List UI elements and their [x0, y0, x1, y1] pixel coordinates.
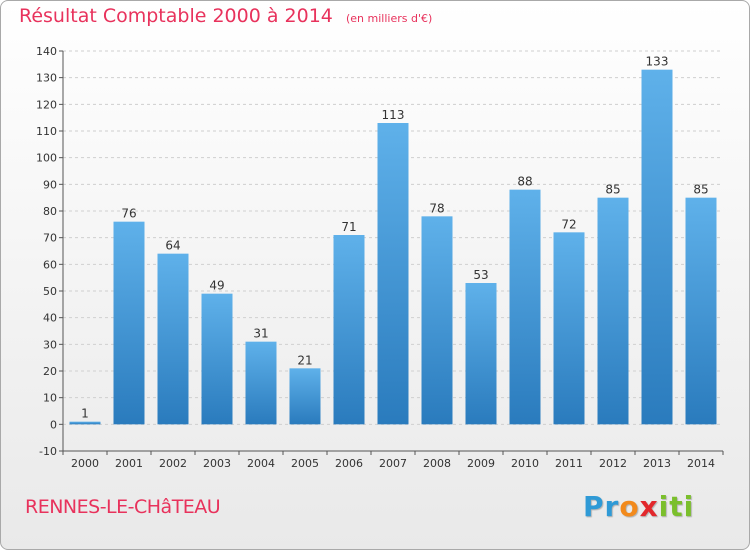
data-label-2011: 72	[561, 217, 576, 231]
y-tick-label: 60	[43, 258, 57, 271]
x-tick-label-2003: 2003	[203, 457, 231, 470]
bar-2010	[509, 189, 541, 425]
data-label-2008: 78	[429, 201, 444, 215]
y-tick-label: 100	[36, 152, 57, 165]
data-label-2013: 133	[646, 55, 669, 69]
bar-2004	[245, 341, 277, 425]
x-tick-label-2004: 2004	[247, 457, 275, 470]
data-label-2005: 21	[297, 353, 312, 367]
y-tick-label: 70	[43, 232, 57, 245]
bar-2003	[201, 293, 233, 425]
proxiti-logo: Proxiti	[583, 490, 695, 523]
x-tick-label-2006: 2006	[335, 457, 363, 470]
bar-2005	[289, 368, 321, 425]
data-label-2001: 76	[121, 207, 136, 221]
x-tick-label-2005: 2005	[291, 457, 319, 470]
y-tick-label: 120	[36, 98, 57, 111]
x-tick-label-2012: 2012	[599, 457, 627, 470]
x-tick-label-2009: 2009	[467, 457, 495, 470]
y-tick-label: 10	[43, 392, 57, 405]
y-tick-label: 80	[43, 205, 57, 218]
data-label-2007: 113	[382, 108, 405, 122]
bar-2001	[113, 221, 145, 425]
chart-title-block: Résultat Comptable 2000 à 2014 (en milli…	[19, 5, 432, 27]
y-tick-label: 50	[43, 285, 57, 298]
bar-2011	[553, 232, 585, 425]
data-label-2010: 88	[517, 175, 532, 189]
data-label-2012: 85	[605, 183, 620, 197]
y-tick-label: 20	[43, 365, 57, 378]
bar-2000	[69, 421, 101, 425]
x-tick-label-2008: 2008	[423, 457, 451, 470]
data-label-2009: 53	[473, 268, 488, 282]
x-tick-label-2013: 2013	[643, 457, 671, 470]
y-tick-label: 30	[43, 338, 57, 351]
bar-2012	[597, 197, 629, 425]
bar-2006	[333, 235, 365, 425]
y-tick-label: 110	[36, 125, 57, 138]
y-tick-label: 140	[36, 45, 57, 58]
x-tick-label-2002: 2002	[159, 457, 187, 470]
data-label-2014: 85	[693, 183, 708, 197]
data-label-2002: 64	[165, 239, 180, 253]
x-tick-label-2014: 2014	[687, 457, 715, 470]
x-tick-label-2007: 2007	[379, 457, 407, 470]
y-tick-label: 0	[50, 418, 57, 431]
location-name: RENNES-LE-CHâTEAU	[25, 496, 221, 518]
data-label-2003: 49	[209, 279, 224, 293]
chart-title: Résultat Comptable 2000 à 2014	[19, 5, 333, 27]
bar-2014	[685, 197, 717, 425]
y-tick-label: 90	[43, 178, 57, 191]
data-label-2006: 71	[341, 220, 356, 234]
bar-2007	[377, 123, 409, 425]
x-tick-label-2000: 2000	[71, 457, 99, 470]
y-tick-label: -10	[39, 445, 57, 458]
x-tick-label-2011: 2011	[555, 457, 583, 470]
bar-2013	[641, 69, 673, 425]
data-label-2004: 31	[253, 327, 268, 341]
bar-2009	[465, 283, 497, 425]
x-tick-label-2010: 2010	[511, 457, 539, 470]
y-tick-label: 40	[43, 312, 57, 325]
x-tick-label-2001: 2001	[115, 457, 143, 470]
bar-2002	[157, 253, 189, 425]
bar-2008	[421, 216, 453, 425]
data-label-2000: 1	[81, 407, 89, 421]
chart-unit: (en milliers d'€)	[345, 12, 433, 25]
y-tick-label: 130	[36, 72, 57, 85]
